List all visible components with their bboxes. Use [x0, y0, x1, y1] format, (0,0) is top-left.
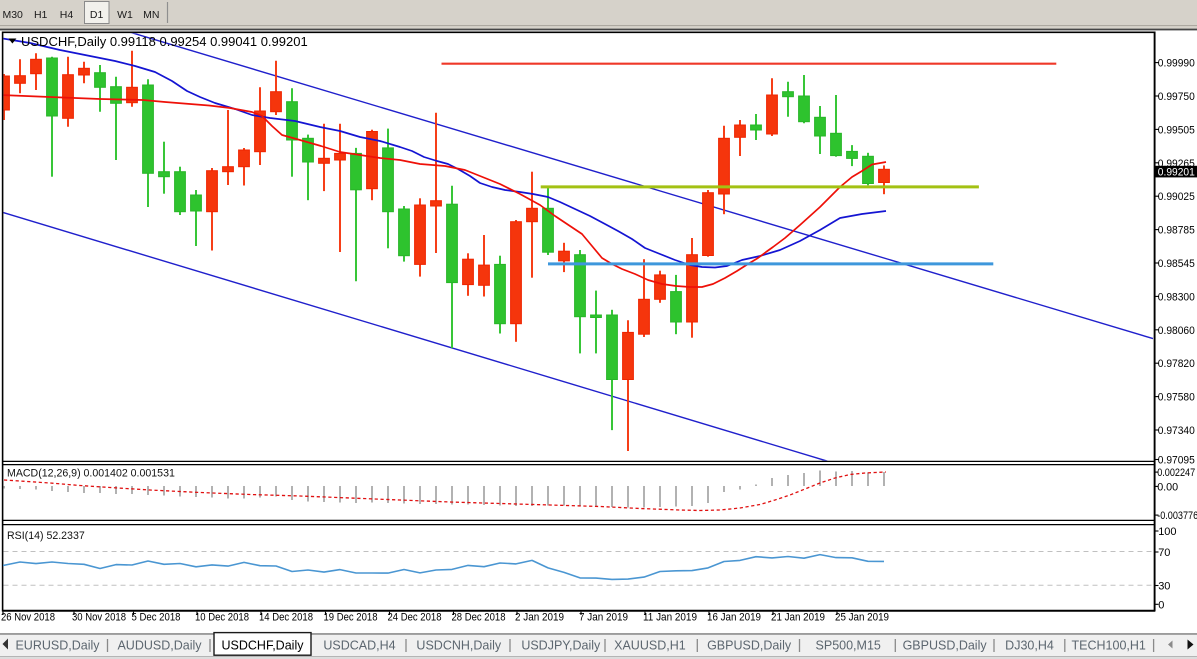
svg-text:XAUUSD,H1: XAUUSD,H1	[614, 639, 686, 653]
svg-text:MACD(12,26,9) 0.001402 0.00153: MACD(12,26,9) 0.001402 0.001531	[7, 468, 175, 480]
svg-text:0.98785: 0.98785	[1158, 225, 1195, 237]
svg-text:14 Dec 2018: 14 Dec 2018	[259, 612, 313, 624]
svg-text:30 Nov 2018: 30 Nov 2018	[72, 612, 126, 624]
svg-text:2 Jan 2019: 2 Jan 2019	[515, 612, 564, 624]
svg-text:USDCAD,H4: USDCAD,H4	[323, 639, 395, 653]
svg-text:D1: D1	[90, 9, 104, 21]
svg-text:0.98060: 0.98060	[1158, 325, 1195, 337]
svg-text:GBPUSD,Daily: GBPUSD,Daily	[707, 639, 792, 653]
svg-text:0.99025: 0.99025	[1158, 191, 1195, 203]
svg-text:5 Dec 2018: 5 Dec 2018	[132, 612, 181, 624]
svg-text:H1: H1	[34, 9, 48, 21]
svg-text:30: 30	[1158, 581, 1170, 593]
svg-text:0.99750: 0.99750	[1158, 91, 1195, 103]
svg-text:EURUSD,Daily: EURUSD,Daily	[15, 639, 100, 653]
svg-text:RSI(14) 52.2337: RSI(14) 52.2337	[7, 530, 85, 542]
svg-text:25 Jan 2019: 25 Jan 2019	[835, 612, 889, 624]
svg-text:H4: H4	[60, 9, 74, 21]
svg-text:24 Dec 2018: 24 Dec 2018	[388, 612, 442, 624]
svg-text:0.97095: 0.97095	[1158, 455, 1195, 467]
svg-text:USDCNH,Daily: USDCNH,Daily	[416, 639, 501, 653]
svg-text:0.97820: 0.97820	[1158, 358, 1195, 370]
svg-text:0.98300: 0.98300	[1158, 291, 1195, 303]
svg-text:USDCHF,Daily: USDCHF,Daily	[222, 639, 305, 653]
svg-text:21 Jan 2019: 21 Jan 2019	[771, 612, 825, 624]
svg-text:GBPUSD,Daily: GBPUSD,Daily	[903, 639, 988, 653]
svg-text:DJ30,H4: DJ30,H4	[1005, 639, 1054, 653]
svg-text:USDJPY,Daily: USDJPY,Daily	[521, 639, 601, 653]
svg-text:0.99505: 0.99505	[1158, 124, 1195, 136]
svg-text:0.99990: 0.99990	[1158, 58, 1195, 70]
svg-text:USDCHF,Daily 0.99118 0.99254: USDCHF,Daily 0.99118 0.99254 0.99041 0.9…	[21, 34, 308, 49]
svg-text:100: 100	[1158, 526, 1176, 538]
svg-text:0.97340: 0.97340	[1158, 425, 1195, 437]
svg-text:0.002247: 0.002247	[1157, 467, 1195, 479]
svg-text:W1: W1	[117, 9, 133, 21]
svg-text:AUDUSD,Daily: AUDUSD,Daily	[117, 639, 202, 653]
svg-text:26 Nov 2018: 26 Nov 2018	[1, 612, 55, 624]
svg-text:0: 0	[1158, 599, 1164, 611]
svg-text:11 Jan 2019: 11 Jan 2019	[643, 612, 697, 624]
svg-text:TECH100,H1: TECH100,H1	[1072, 639, 1146, 653]
svg-text:0.97580: 0.97580	[1158, 392, 1195, 404]
svg-text:70: 70	[1158, 547, 1170, 559]
svg-text:-0.003776: -0.003776	[1157, 510, 1197, 522]
svg-text:M30: M30	[2, 9, 23, 21]
svg-text:0.00: 0.00	[1157, 481, 1178, 493]
svg-text:0.99201: 0.99201	[1158, 166, 1195, 178]
svg-text:16 Jan 2019: 16 Jan 2019	[707, 612, 761, 624]
svg-text:19 Dec 2018: 19 Dec 2018	[324, 612, 378, 624]
svg-text:7 Jan 2019: 7 Jan 2019	[579, 612, 628, 624]
svg-text:10 Dec 2018: 10 Dec 2018	[195, 612, 249, 624]
svg-text:MN: MN	[143, 9, 159, 21]
svg-text:0.98545: 0.98545	[1158, 258, 1195, 270]
svg-text:28 Dec 2018: 28 Dec 2018	[452, 612, 506, 624]
svg-text:SP500,M15: SP500,M15	[816, 639, 881, 653]
